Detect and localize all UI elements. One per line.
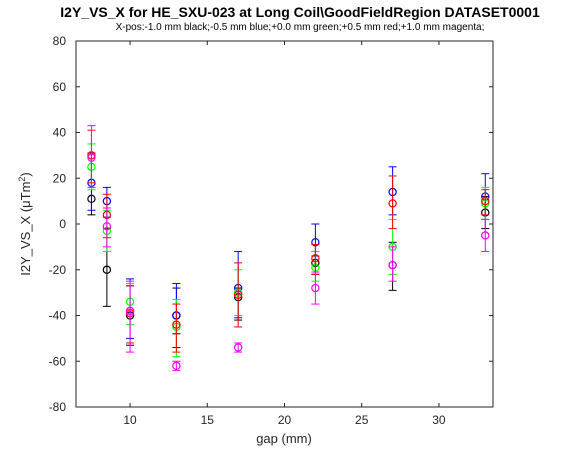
data-point [311,254,320,263]
y-axis-label-superscript: 2 [17,177,27,182]
x-tick-label: 25 [355,413,369,427]
x-axis-label: gap (mm) [256,431,312,446]
data-point [233,290,243,300]
y-tick-label: 60 [53,80,67,94]
y-axis-label-main: I2Y_VS_X (μTm [18,182,33,276]
y-tick-label: -60 [49,354,67,368]
chart-subtitle: X-pos:-1.0 mm black;-0.5 mm blue;+0.0 mm… [116,22,485,33]
x-tick-label: 10 [123,413,137,427]
chart-title: I2Y_VS_X for HE_SXU-023 at Long Coil\Goo… [60,4,540,20]
axis-ticks: 10 15 20 25 30 -80 -60 -40 -20 0 20 40 60 80 [49,34,493,427]
data-point [388,199,397,208]
y-tick-label: 40 [53,126,67,140]
data-point [102,222,112,231]
y-tick-label: -20 [49,263,67,277]
data-point [233,343,243,352]
data-point [388,260,397,270]
y-tick-label: 20 [53,171,67,185]
x-tick-label: 30 [432,413,446,427]
data-point [311,283,320,293]
y-tick-label: -80 [49,400,67,414]
data-series [87,125,490,371]
data-point [87,153,96,162]
data-point [481,231,490,240]
y-axis-label-close: ) [18,172,33,176]
data-marks [87,125,490,371]
plot-area [75,40,494,408]
x-tick-label: 15 [201,413,215,427]
x-tick-label: 20 [278,413,292,427]
y-tick-label: -40 [49,309,67,323]
y-axis-label: I2Y_VS_X (μTm2) [17,172,33,276]
y-tick-label: 0 [59,217,66,231]
data-point [102,265,112,274]
data-point [481,196,490,206]
y-tick-label: 80 [53,34,67,48]
data-point [172,361,181,371]
data-point [172,320,181,329]
data-point [125,306,135,316]
